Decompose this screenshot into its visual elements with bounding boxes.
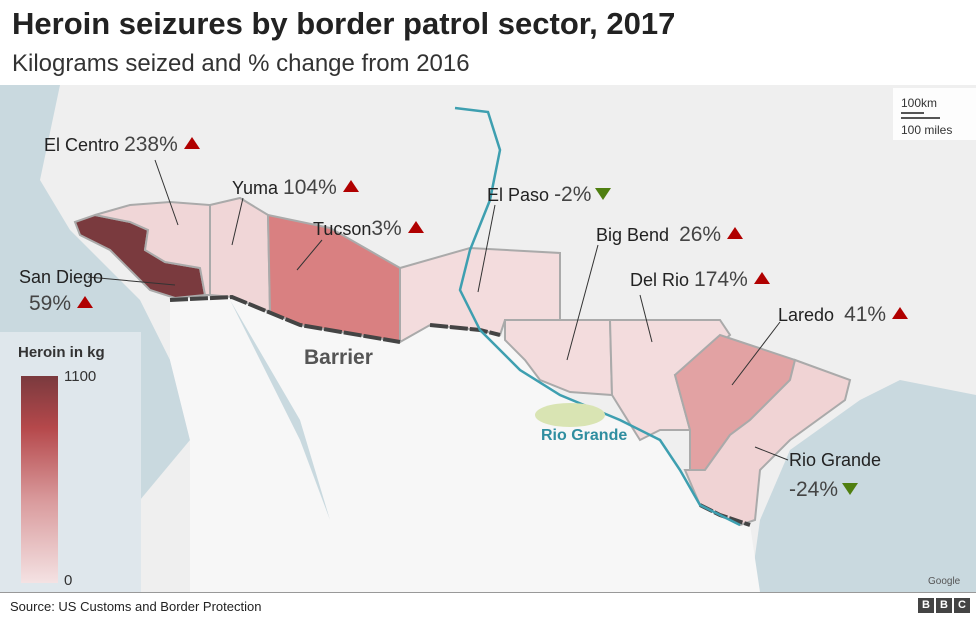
rio-grande-river xyxy=(454,106,741,527)
source-text: Source: US Customs and Border Protection xyxy=(10,599,262,614)
chart-subtitle: Kilograms seized and % change from 2016 xyxy=(12,50,470,77)
label-del-rio: Del Rio 174% xyxy=(630,268,770,292)
increase-icon xyxy=(727,227,744,239)
increase-icon xyxy=(892,307,909,319)
sector-yuma xyxy=(209,196,272,314)
label-el-paso: El Paso -2% xyxy=(487,183,612,207)
legend: Heroin in kg 1100 0 xyxy=(0,332,141,592)
sector-el-paso xyxy=(399,246,561,344)
increase-icon xyxy=(753,272,770,284)
label-el-centro: El Centro 238% xyxy=(44,133,200,157)
scale-km: 100km xyxy=(901,96,938,110)
increase-icon xyxy=(342,180,359,192)
chart-title: Heroin seizures by border patrol sector,… xyxy=(12,6,676,41)
leader-lines xyxy=(87,159,789,461)
mexico-land xyxy=(170,297,760,592)
park-area xyxy=(535,403,605,427)
map-attribution: Google xyxy=(928,576,961,587)
sector-el-centro xyxy=(94,200,211,296)
increase-icon xyxy=(407,221,424,233)
footer: Source: US Customs and Border Protection… xyxy=(0,592,976,618)
label-rio-grande: Rio Grande xyxy=(789,450,882,470)
scale-bar: 100km 100 miles xyxy=(893,88,976,140)
label-san-diego: San Diego xyxy=(19,267,104,287)
increase-icon xyxy=(183,137,200,149)
river-label: Rio Grande xyxy=(541,427,628,444)
map xyxy=(0,85,976,592)
decrease-icon xyxy=(595,188,612,200)
legend-color-scale xyxy=(21,376,58,583)
increase-icon xyxy=(77,296,94,308)
barrier-line xyxy=(169,294,401,344)
label-rio-grande-change: -24% xyxy=(789,478,859,502)
label-yuma: Yuma 104% xyxy=(232,176,359,200)
gulf-of-mexico xyxy=(750,380,976,592)
barrier-label: Barrier xyxy=(304,346,373,369)
label-san-diego-change: 59% xyxy=(29,292,94,316)
legend-max: 1100 xyxy=(64,368,97,385)
label-tucson: Tucson3% xyxy=(313,217,424,241)
legend-min: 0 xyxy=(64,572,73,589)
label-big-bend: Big Bend 26% xyxy=(596,223,744,247)
scale-miles: 100 miles xyxy=(901,123,953,137)
label-laredo: Laredo 41% xyxy=(778,303,909,327)
legend-title: Heroin in kg xyxy=(18,344,105,361)
decrease-icon xyxy=(842,483,859,495)
